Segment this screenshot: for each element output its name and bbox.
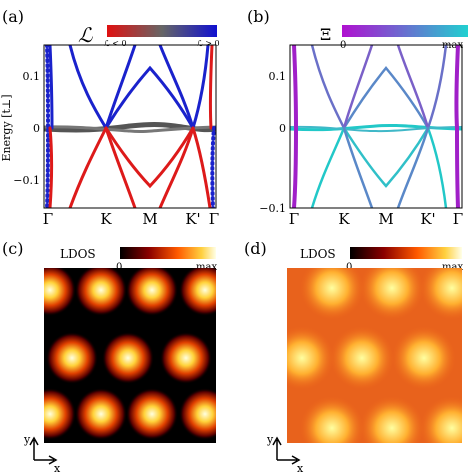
y-axis-label: Energy [t⊥] (0, 95, 13, 162)
ldos-spot (44, 388, 76, 440)
xtick-a-M: M (142, 210, 157, 228)
plot-frame-b (289, 44, 463, 209)
xtick-a-gamma1: Γ (43, 210, 53, 228)
ldos-spot (360, 396, 424, 443)
band-lines-b (290, 45, 462, 208)
ldos-spot (75, 268, 127, 316)
panel-c-label: (c) (2, 239, 23, 258)
xtick-b-M: M (378, 210, 393, 228)
panel-d-label: (d) (244, 239, 267, 258)
ytick-a-neg0.1: −0.1 (13, 174, 40, 187)
ytick-b-neg0.1: −0.1 (259, 202, 286, 215)
ytick-a-0.1: 0.1 (23, 70, 41, 83)
colorbar-c (120, 247, 216, 259)
plot-frame-a (43, 44, 217, 209)
colorbar-a (107, 25, 217, 37)
ldos-spot (44, 268, 76, 316)
ytick-a-0: 0 (33, 122, 40, 135)
xtick-b-Kp: K' (420, 210, 435, 228)
axis-indicator-x-d: x (297, 462, 304, 474)
colorbar-b-symbol: Ξ (320, 25, 331, 44)
ldos-spot (330, 326, 394, 390)
ytick-b-0: 0 (279, 122, 286, 135)
xtick-a-gamma2: Γ (209, 210, 219, 228)
ldos-spot (300, 268, 364, 320)
colorbar-d-title: LDOS (300, 247, 336, 261)
ldos-map-c (44, 268, 216, 443)
ldos-spot (360, 268, 424, 320)
axes-indicator-c (29, 436, 58, 465)
ldos-spot (126, 388, 178, 440)
colorbar-c-title: LDOS (60, 247, 96, 261)
panel-b: (b) Ξ 0 max 0.1 0 −0.1 Γ (247, 7, 468, 228)
ldos-spot (75, 388, 127, 440)
colorbar-c-max: max (196, 262, 217, 273)
colorbar-d (350, 247, 462, 259)
ldos-spot (179, 268, 216, 316)
colorbar-c-min: 0 (116, 262, 122, 273)
ldos-spot (160, 332, 212, 384)
colorbar-a-left-label: ℒ < 0 (104, 39, 127, 48)
panel-d: (d) LDOS 0 max (244, 239, 463, 443)
xtick-b-K: K (338, 210, 350, 228)
panel-a-label: (a) (2, 7, 24, 26)
ldos-spot (179, 388, 216, 440)
ldos-spot (420, 268, 462, 320)
ldos-spot (46, 332, 98, 384)
xtick-b-gamma1: Γ (289, 210, 299, 228)
panel-a: (a) ℒ ℒ < 0 ℒ > 0 Energy [t⊥] 0.1 0 −0.1 (0, 7, 220, 228)
panel-c: (c) LDOS 0 max (2, 239, 217, 443)
ldos-spot (420, 396, 462, 443)
axis-indicator-y-c: y (23, 433, 31, 446)
colorbar-a-right-label: ℒ > 0 (197, 39, 220, 48)
xtick-a-K: K (100, 210, 112, 228)
ldos-map-d (287, 268, 462, 443)
xtick-a-Kp: K' (185, 210, 200, 228)
band-lines-a (44, 45, 216, 208)
colorbar-b (342, 25, 468, 37)
ldos-spot (287, 326, 334, 390)
ldos-spot (392, 326, 456, 390)
ldos-spot (300, 396, 364, 443)
ytick-b-0.1: 0.1 (269, 70, 287, 83)
axis-indicator-x-c: x (54, 462, 61, 474)
colorbar-d-max: max (442, 262, 463, 273)
axes-indicator-d (272, 436, 301, 465)
axis-indicator-y-d: y (266, 433, 274, 446)
ldos-spot (102, 332, 154, 384)
ldos-spot (126, 268, 178, 316)
colorbar-d-min: 0 (346, 262, 352, 273)
xtick-b-gamma2: Γ (453, 210, 463, 228)
panel-b-label: (b) (247, 7, 270, 26)
colorbar-a-symbol: ℒ (78, 23, 93, 47)
